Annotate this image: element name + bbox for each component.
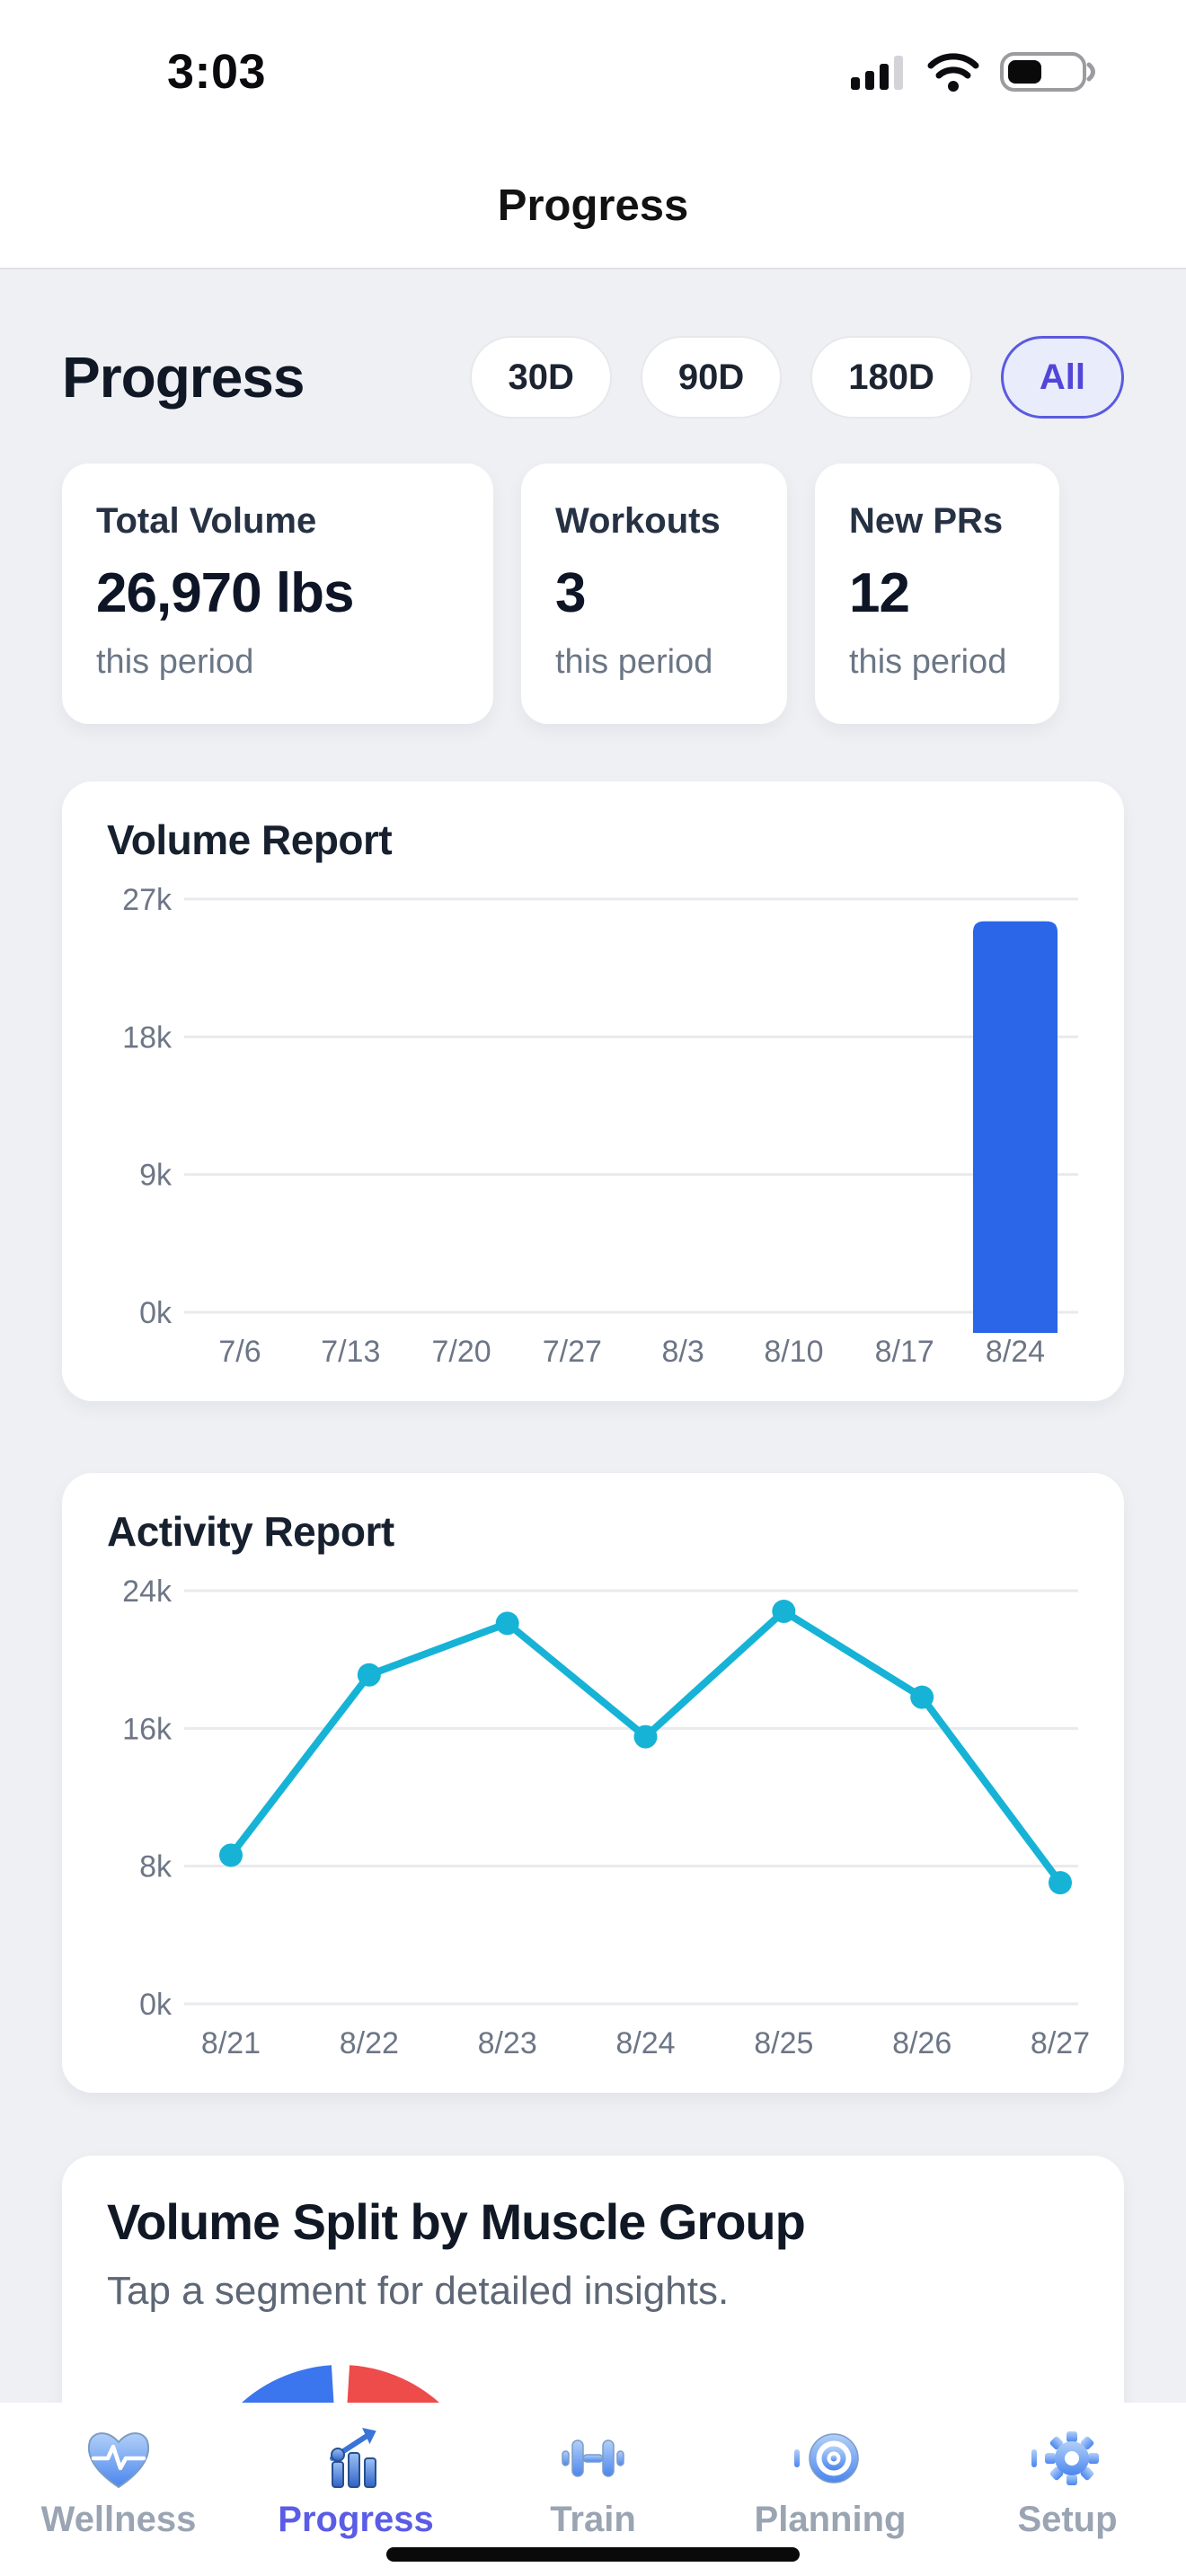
tab-wellness[interactable]: Wellness — [0, 2403, 237, 2576]
svg-text:8/10: 8/10 — [764, 1335, 823, 1369]
svg-text:24k: 24k — [122, 1575, 173, 1609]
filter-chip-90d[interactable]: 90D — [640, 336, 783, 419]
status-bar: 3:03 — [0, 0, 1186, 144]
tab-progress[interactable]: Progress — [237, 2403, 474, 2576]
battery-icon — [1000, 52, 1095, 92]
svg-text:8/23: 8/23 — [478, 2026, 537, 2060]
stat-value: 12 — [849, 562, 910, 624]
filter-chip-all[interactable]: All — [1000, 336, 1124, 419]
svg-text:8/22: 8/22 — [340, 2026, 399, 2060]
svg-text:18k: 18k — [122, 1020, 173, 1054]
tab-label-wellness: Wellness — [40, 2500, 197, 2539]
stat-card-new-prs: New PRs 12 this period — [815, 463, 1059, 724]
heart-pulse-icon — [87, 2432, 150, 2489]
stat-value: 26,970 lbs — [96, 562, 354, 624]
volume-report-card: Volume Report 0k 9k 18k 27k 7/6 7/13 7/20 7/27 8… — [62, 781, 1124, 1401]
svg-text:0k: 0k — [139, 1296, 173, 1330]
tab-label-planning: Planning — [754, 2500, 907, 2539]
svg-text:8/3: 8/3 — [662, 1335, 704, 1369]
tab-label-setup: Setup — [1017, 2500, 1118, 2539]
nav-title: Progress — [497, 181, 689, 230]
stat-caption: this period — [96, 643, 254, 681]
filter-chip-180d[interactable]: 180D — [810, 336, 972, 419]
svg-text:8/24: 8/24 — [986, 1335, 1045, 1369]
muscle-split-subtitle: Tap a segment for detailed insights. — [107, 2269, 730, 2313]
status-icons — [851, 48, 1101, 96]
svg-text:8/26: 8/26 — [892, 2026, 951, 2060]
svg-text:8/27: 8/27 — [1031, 2026, 1090, 2060]
tab-label-progress: Progress — [278, 2500, 434, 2539]
stat-card-workouts: Workouts 3 this period — [521, 463, 787, 724]
svg-text:8/24: 8/24 — [615, 2026, 675, 2060]
svg-text:7/20: 7/20 — [431, 1335, 491, 1369]
svg-text:8k: 8k — [139, 1850, 173, 1884]
svg-text:8/17: 8/17 — [875, 1335, 934, 1369]
stat-title: Total Volume — [96, 501, 317, 541]
stat-caption: this period — [555, 643, 713, 681]
filter-chip-30d[interactable]: 30D — [470, 336, 612, 419]
svg-text:0k: 0k — [139, 1988, 173, 2022]
tab-train[interactable]: Train — [474, 2403, 712, 2576]
stats-row: Total Volume 26,970 lbs this period Work… — [62, 463, 1186, 724]
svg-text:9k: 9k — [139, 1159, 173, 1193]
target-icon — [794, 2433, 859, 2483]
cellular-signal-icon — [851, 56, 903, 90]
page-title: Progress — [62, 345, 305, 410]
volume-bar-chart[interactable]: 0k 9k 18k 27k 7/6 7/13 7/20 7/27 8/3 8/10 8/17 8/24 — [62, 877, 1124, 1393]
nav-header: Progress — [0, 144, 1186, 269]
volume-report-title: Volume Report — [107, 816, 393, 863]
stat-title: New PRs — [849, 501, 1004, 541]
chart-up-icon — [330, 2428, 376, 2488]
svg-text:7/27: 7/27 — [543, 1335, 602, 1369]
time-filter-group: 30D 90D 180D All — [470, 336, 1124, 419]
heading-row: Progress 30D 90D 180D All — [62, 336, 1124, 419]
tab-setup[interactable]: Setup — [949, 2403, 1186, 2576]
tab-label-train: Train — [550, 2500, 636, 2539]
svg-text:27k: 27k — [122, 883, 173, 917]
stat-value: 3 — [555, 562, 586, 624]
svg-text:7/6: 7/6 — [218, 1335, 261, 1369]
activity-report-title: Activity Report — [107, 1508, 394, 1555]
tab-bar: Wellness Progress — [0, 2403, 1186, 2576]
svg-text:8/21: 8/21 — [201, 2026, 261, 2060]
activity-line-chart[interactable]: 0k 8k 16k 24k 8/21 8/22 8/23 8/24 8/25 8/26 8/27 — [62, 1568, 1124, 2085]
svg-text:16k: 16k — [122, 1712, 173, 1746]
stat-title: Workouts — [555, 501, 721, 541]
svg-text:8/25: 8/25 — [754, 2026, 813, 2060]
wifi-icon — [927, 53, 979, 92]
stat-card-total-volume: Total Volume 26,970 lbs this period — [62, 463, 493, 724]
status-time: 3:03 — [167, 45, 267, 99]
stat-caption: this period — [849, 643, 1007, 681]
home-indicator[interactable] — [386, 2547, 800, 2562]
tab-planning[interactable]: Planning — [712, 2403, 949, 2576]
dumbbell-icon — [562, 2439, 624, 2477]
gear-icon — [1031, 2431, 1099, 2485]
svg-text:7/13: 7/13 — [321, 1335, 380, 1369]
activity-report-card: Activity Report 0k 8k 16k 24k 8/21 8/22 8/23 8/… — [62, 1473, 1124, 2093]
muscle-split-title: Volume Split by Muscle Group — [107, 2193, 806, 2250]
